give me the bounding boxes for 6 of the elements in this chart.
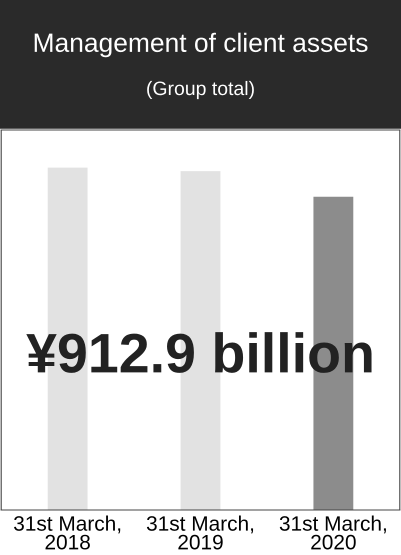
annotation: ¥912.9 billion xyxy=(26,332,372,373)
chart-title: Management of client assets xyxy=(34,32,368,58)
chart-subtitle: (Group total) xyxy=(147,80,254,100)
x-tick-label: 31st March, 2019 xyxy=(146,516,254,550)
x-tick-label: 31st March, 2020 xyxy=(280,516,386,550)
x-tick-label: 31st March, 2018 xyxy=(14,516,120,550)
